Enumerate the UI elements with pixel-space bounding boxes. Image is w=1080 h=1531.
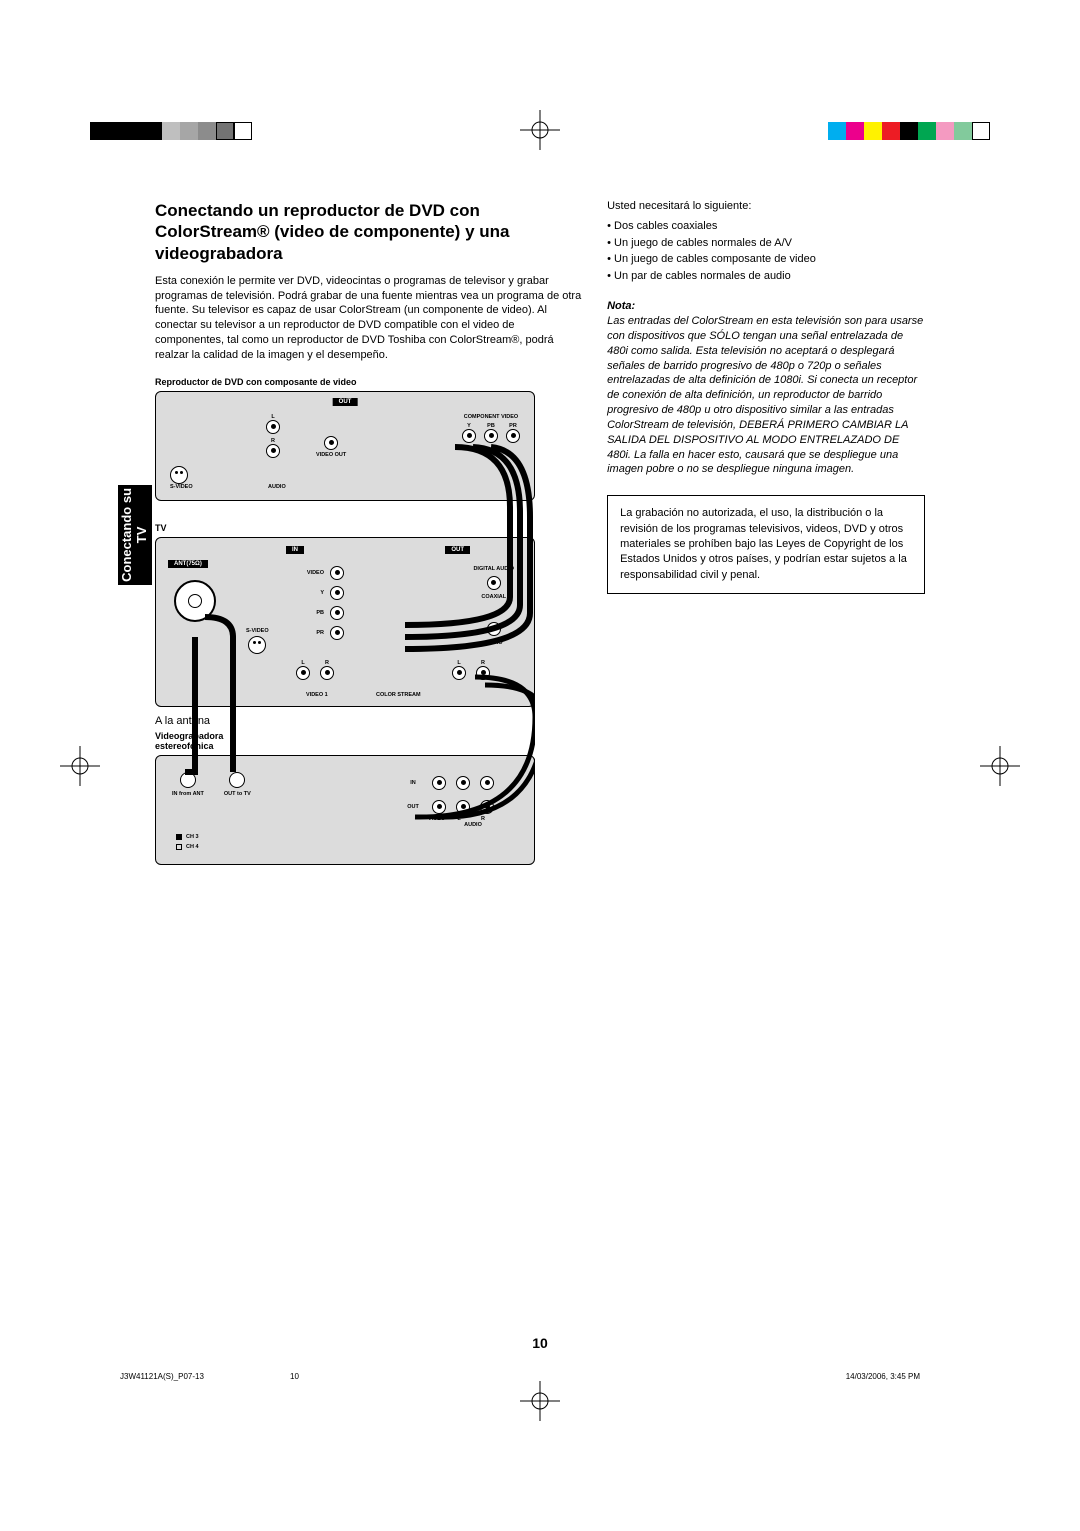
rca-jack: [487, 576, 501, 590]
rca-jack: [266, 444, 280, 458]
vcr-label-2: estereofónica: [155, 741, 214, 751]
rca-jack: [432, 776, 446, 790]
tv-panel: IN OUT ANT(75Ω) VIDEO Y: [155, 537, 535, 707]
section-tab: Conectando su TV: [118, 485, 152, 585]
nota-label: Nota:: [607, 300, 925, 312]
footer-page: 10: [290, 1372, 299, 1381]
page-title: Conectando un reproductor de DVD con Col…: [155, 200, 585, 264]
registration-bar-right: [828, 122, 990, 140]
rca-jack: [330, 586, 344, 600]
rca-jack: [296, 666, 310, 680]
list-item: Dos cables coaxiales: [607, 218, 925, 235]
tv-label: TV: [155, 523, 535, 533]
crosshair-icon: [980, 746, 1020, 786]
rca-jack: [480, 800, 494, 814]
rca-jack: [484, 429, 498, 443]
rca-jack: [330, 626, 344, 640]
rca-jack: [452, 666, 466, 680]
rca-jack: [266, 420, 280, 434]
list-item: Un juego de cables composante de video: [607, 251, 925, 268]
rca-jack: [330, 566, 344, 580]
rca-jack: [456, 776, 470, 790]
rca-jack: [462, 429, 476, 443]
rca-jack: [456, 800, 470, 814]
rca-jack: [506, 429, 520, 443]
svideo-jack: [170, 466, 188, 484]
crosshair-icon: [520, 110, 560, 150]
rca-jack: [320, 666, 334, 680]
needs-list: Dos cables coaxiales Un juego de cables …: [607, 218, 925, 284]
antena-label: A la antena: [155, 715, 535, 727]
page-content: Conectando un reproductor de DVD con Col…: [155, 200, 925, 865]
nota-body: Las entradas del ColorStream en esta tel…: [607, 314, 925, 477]
copyright-callout: La grabación no autorizada, el uso, la d…: [607, 495, 925, 594]
list-item: Un par de cables normales de audio: [607, 268, 925, 285]
needs-intro: Usted necesitará lo siguiente:: [607, 200, 925, 212]
footer-datetime: 14/03/2006, 3:45 PM: [846, 1372, 920, 1381]
crosshair-icon: [520, 1381, 560, 1421]
crosshair-icon: [60, 746, 100, 786]
footer-filename: J3W41121A(S)_P07-13: [120, 1372, 204, 1381]
coax-jack: [174, 580, 216, 622]
registration-bar-left: [90, 122, 252, 140]
rca-jack: [476, 666, 490, 680]
dvd-label: Reproductor de DVD con composante de vid…: [155, 377, 535, 387]
rca-jack: [324, 436, 338, 450]
section-tab-line2: TV: [134, 527, 149, 544]
svideo-jack: [248, 636, 266, 654]
out-label: OUT: [333, 398, 358, 406]
list-item: Un juego de cables normales de A/V: [607, 235, 925, 252]
rca-jack: [330, 606, 344, 620]
rca-jack: [487, 622, 501, 636]
vcr-panel: IN from ANT OUT to TV CH 3 CH 4 IN: [155, 755, 535, 865]
page-number: 10: [532, 1335, 548, 1351]
intro-paragraph: Esta conexión le permite ver DVD, videoc…: [155, 274, 585, 363]
connection-diagram: Reproductor de DVD con composante de vid…: [155, 377, 535, 865]
section-tab-line1: Conectando su: [119, 488, 134, 582]
vcr-label-1: Videograbadora: [155, 731, 223, 741]
rca-jack: [432, 800, 446, 814]
rca-jack: [480, 776, 494, 790]
dvd-panel: OUT L R S-VIDEO AUDIO: [155, 391, 535, 501]
